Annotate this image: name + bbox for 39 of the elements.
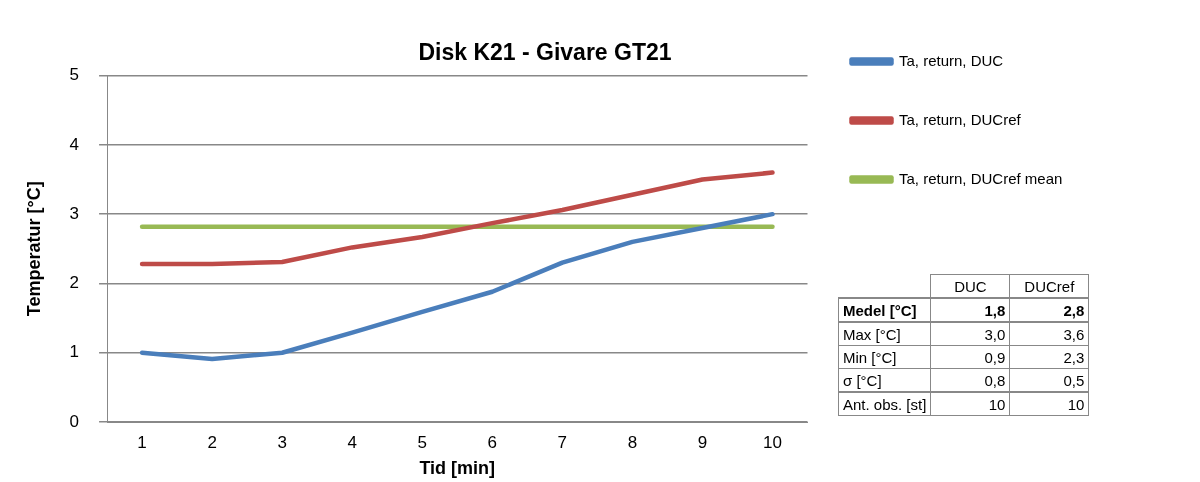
text: 0,5	[1009, 368, 1089, 392]
y-tick-label: 3	[69, 203, 80, 223]
x-axis-title: Tid [min]	[419, 458, 496, 479]
x-tick-label: 10	[763, 432, 782, 452]
legend-label: Ta, return, DUCref mean	[899, 169, 1063, 187]
y-tick-label: 1	[69, 342, 80, 362]
x-tick-label: 4	[347, 432, 357, 452]
x-tick-label: 9	[697, 432, 708, 452]
text: Min [°C]	[838, 345, 931, 369]
y-tick-label: 4	[69, 134, 80, 154]
chart-title: Disk K21 - Givare GT21	[418, 39, 672, 66]
text: DUC	[930, 274, 1010, 298]
y-axis-title: Temperatur [°C]	[23, 181, 44, 317]
text: 1,8	[930, 298, 1010, 322]
x-tick-label: 3	[277, 432, 287, 452]
text: 0,9	[930, 345, 1010, 369]
text: Ant. obs. [st]	[838, 392, 931, 416]
text: Medel [°C]	[838, 298, 931, 322]
legend-label: Ta, return, DUCref	[899, 110, 1022, 128]
x-tick-label: 6	[487, 432, 498, 452]
text: 2,3	[1009, 345, 1089, 369]
x-tick-label: 2	[207, 432, 217, 452]
text: 2,8	[1009, 298, 1089, 322]
text: 0,8	[930, 368, 1010, 392]
y-tick-label: 2	[69, 273, 80, 293]
x-tick-label: 8	[627, 432, 638, 452]
legend-label: Ta, return, DUC	[899, 51, 1004, 69]
x-tick-label: 7	[557, 432, 568, 452]
y-tick-label: 0	[69, 411, 80, 431]
text: 10	[1009, 392, 1089, 416]
text: DUCref	[1009, 274, 1089, 298]
text: 10	[930, 392, 1010, 416]
text: σ [°C]	[838, 368, 931, 392]
text: Max [°C]	[838, 322, 931, 346]
text: 3,0	[930, 322, 1010, 346]
text: 3,6	[1009, 322, 1089, 346]
x-tick-label: 5	[417, 432, 427, 452]
x-tick-label: 1	[137, 432, 147, 452]
y-tick-label: 5	[69, 65, 80, 85]
